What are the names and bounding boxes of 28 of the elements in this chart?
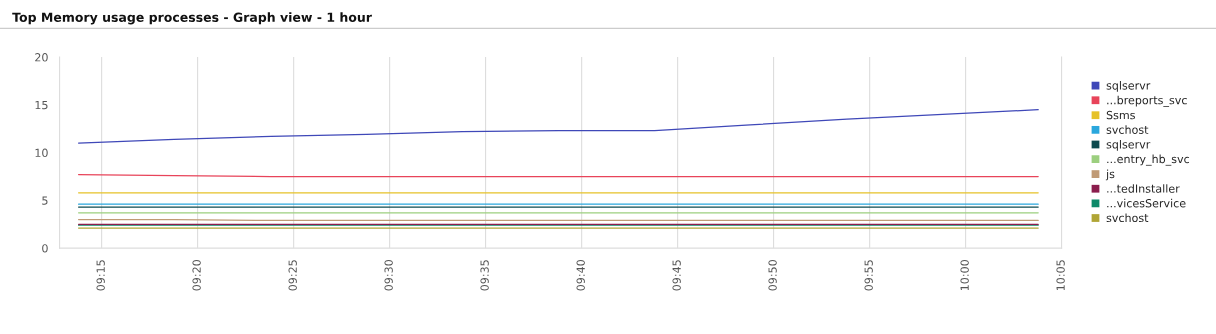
- legend-label: svchost: [1106, 213, 1149, 223]
- legend-label: svchost: [1106, 125, 1149, 134]
- line-series: [77, 109, 1039, 144]
- x-tick-label: 09:15: [96, 260, 105, 291]
- legend-label: js: [1105, 169, 1115, 181]
- x-tick-label: 09:40: [576, 260, 585, 291]
- legend-label: ...vicesService: [1107, 198, 1186, 208]
- y-tick-label: 10: [35, 148, 48, 158]
- legend-label: sqlservr: [1106, 81, 1151, 92]
- x-tick-label: 09:20: [192, 260, 201, 291]
- x-tick-label: 10:05: [1056, 260, 1065, 291]
- x-tick-label: 09:30: [384, 260, 393, 291]
- y-tick-label: 0: [42, 244, 48, 253]
- x-tick-label: 09:45: [672, 260, 681, 291]
- legend-label: Ssms: [1106, 110, 1135, 120]
- legend-label: sqlservr: [1106, 139, 1151, 151]
- legend-label: ...breports_svc: [1107, 95, 1187, 107]
- x-tick-label: 10:00: [960, 260, 969, 291]
- y-tick-label: 15: [35, 101, 48, 110]
- legend-label: ...entry_hb_svc: [1107, 154, 1190, 166]
- x-tick-label: 09:35: [480, 260, 489, 291]
- legend-label: ...tedInstaller: [1107, 184, 1180, 193]
- chart-title: Top Memory usage processes - Graph view - 1 hour: [12, 12, 372, 25]
- y-tick-label: 5: [42, 196, 48, 205]
- x-tick-label: 09:25: [288, 260, 297, 291]
- y-tick-label: 20: [35, 53, 48, 62]
- x-tick-label: 09:55: [864, 260, 873, 291]
- x-tick-label: 09:50: [768, 260, 777, 291]
